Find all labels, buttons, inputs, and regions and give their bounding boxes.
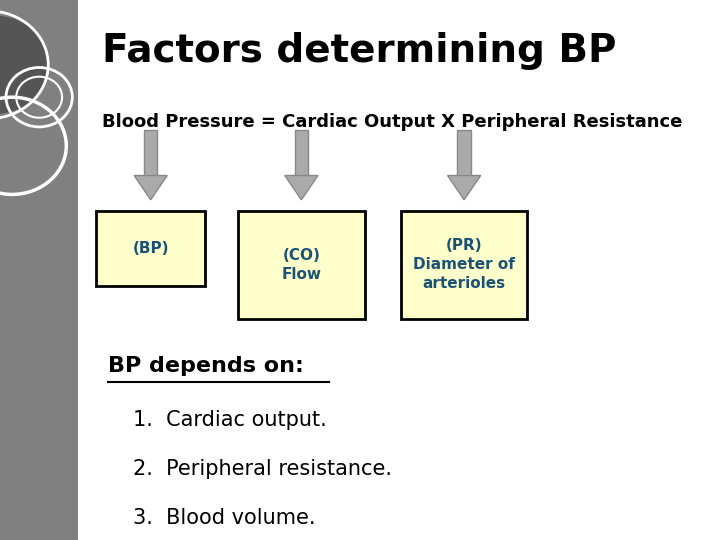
FancyBboxPatch shape bbox=[0, 0, 78, 540]
Text: (BP): (BP) bbox=[132, 241, 169, 256]
Text: 3.  Blood volume.: 3. Blood volume. bbox=[132, 508, 315, 528]
Polygon shape bbox=[294, 130, 308, 176]
Text: (PR)
Diameter of
arterioles: (PR) Diameter of arterioles bbox=[413, 238, 515, 291]
Text: Blood Pressure = Cardiac Output X Peripheral Resistance: Blood Pressure = Cardiac Output X Periph… bbox=[102, 113, 683, 131]
FancyBboxPatch shape bbox=[401, 211, 528, 319]
Text: (CO)
Flow: (CO) Flow bbox=[282, 247, 321, 282]
Text: BP depends on:: BP depends on: bbox=[109, 356, 305, 376]
Polygon shape bbox=[448, 176, 481, 200]
Text: Factors determining BP: Factors determining BP bbox=[102, 32, 617, 70]
FancyBboxPatch shape bbox=[238, 211, 364, 319]
Polygon shape bbox=[457, 130, 471, 176]
Polygon shape bbox=[285, 176, 318, 200]
Polygon shape bbox=[144, 130, 158, 176]
Text: 1.  Cardiac output.: 1. Cardiac output. bbox=[132, 410, 326, 430]
Polygon shape bbox=[134, 176, 167, 200]
FancyBboxPatch shape bbox=[96, 211, 205, 286]
Circle shape bbox=[0, 16, 48, 113]
Text: 2.  Peripheral resistance.: 2. Peripheral resistance. bbox=[132, 459, 392, 479]
